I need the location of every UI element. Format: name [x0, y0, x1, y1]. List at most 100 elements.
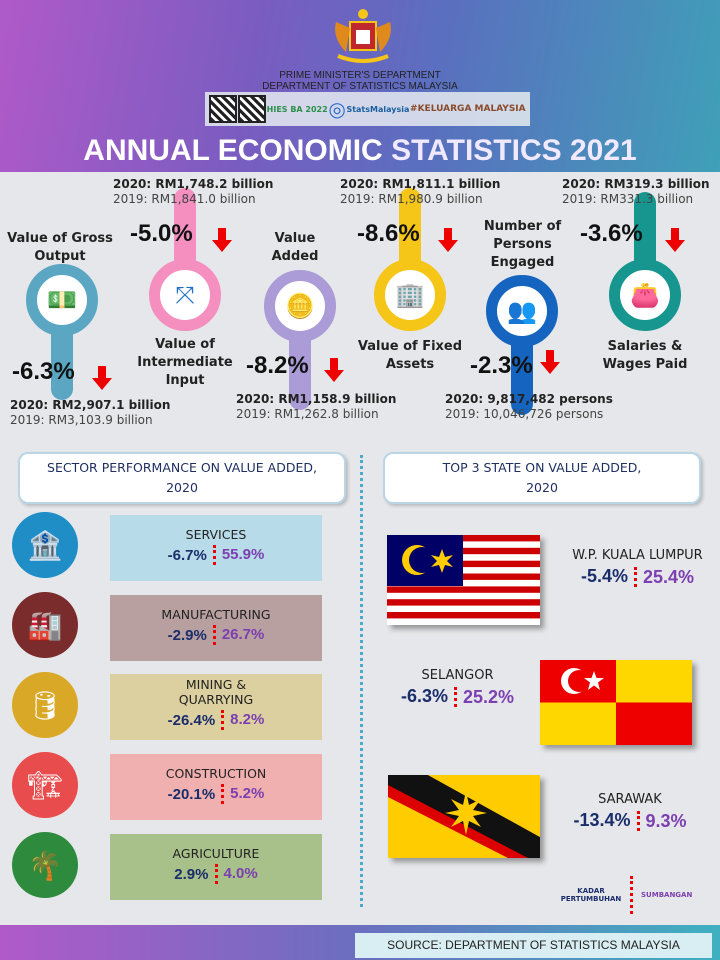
state-sarawak: SARAWAK -13.4% 9.3%: [560, 792, 700, 831]
section-divider: [360, 455, 363, 907]
state-name: W.P. KUALA LUMPUR: [572, 548, 703, 563]
legend-separator: [630, 876, 633, 914]
value-2020: 2020: RM2,907.1 billion: [10, 398, 171, 412]
sector-share: 4.0%: [214, 864, 258, 884]
state-title: TOP 3 STATE ON VALUE ADDED,: [442, 460, 642, 475]
factory-icon: 🏭: [12, 592, 78, 658]
sector-row-construction: CONSTRUCTION -20.1% 5.2%: [110, 754, 322, 820]
state-share: 25.2%: [453, 686, 514, 707]
down-arrow-icon: [438, 228, 458, 252]
indicator-label: Value Added: [271, 231, 319, 264]
source-note: SOURCE: DEPARTMENT OF STATISTICS MALAYSI…: [355, 933, 712, 958]
palm-tree-icon: 🌴: [12, 832, 78, 898]
title-part-1: ANNUAL ECONOMIC: [83, 134, 383, 167]
sector-row-agriculture: AGRICULTURE 2.9% 4.0%: [110, 834, 322, 900]
sector-name: MINING & QUARRYING: [178, 677, 254, 707]
title-part-2: STATISTICS 2021: [391, 134, 637, 167]
sector-name: CONSTRUCTION: [165, 766, 267, 781]
down-arrow-icon: [324, 358, 344, 382]
value-2019: 2019: RM1,262.8 billion: [236, 407, 379, 421]
down-arrow-icon: [540, 350, 560, 374]
services-icon: 🏦: [12, 512, 78, 578]
state-section-title: TOP 3 STATE ON VALUE ADDED, 2020: [383, 452, 701, 504]
malaysia-coat-of-arms-icon: [335, 9, 391, 63]
indicator-label: Value of Intermediate Input: [137, 337, 233, 388]
selangor-flag-icon: [540, 660, 692, 745]
state-growth: -13.4%: [573, 810, 631, 830]
state-share: 25.4%: [633, 566, 694, 587]
state-year: 2020: [526, 480, 558, 495]
indicator-change: -2.3%: [470, 352, 533, 379]
statsmalaysia-logo: StatsMalaysia: [346, 104, 410, 114]
indicator-label: Salaries & Wages Paid: [602, 339, 688, 372]
value-2020: 2020: RM319.3 billion: [562, 177, 710, 191]
sector-share: 5.2%: [221, 784, 264, 804]
state-kuala-lumpur: W.P. KUALA LUMPUR -5.4% 25.4%: [555, 548, 720, 587]
malaysia-flag-icon: [387, 535, 540, 625]
down-arrow-icon: [212, 228, 232, 252]
value-2019: 2019: RM331.3 billion: [562, 192, 694, 206]
legend-growth: KADAR PERTUMBUHAN: [560, 887, 622, 903]
sector-row-mining: MINING & QUARRYING -26.4% 8.2%: [110, 674, 322, 740]
indicator-change: -8.6%: [357, 220, 420, 247]
sector-growth: -2.9%: [167, 626, 207, 644]
indicator-values: 2020: RM1,748.2 billion 2019: RM1,841.0 b…: [113, 177, 273, 207]
legend: KADAR PERTUMBUHAN SUMBANGAN: [560, 875, 710, 915]
org-line-1: PRIME MINISTER'S DEPARTMENT: [279, 70, 441, 81]
indicator-values: 2020: 9,817,482 persons 2019: 10,046,726 …: [445, 392, 613, 422]
sector-growth: 2.9%: [174, 865, 209, 883]
org-line-2: DEPARTMENT OF STATISTICS MALAYSIA: [262, 81, 458, 92]
down-arrow-icon: [92, 366, 112, 390]
magnifier-handle: [511, 330, 533, 415]
state-name: SARAWAK: [598, 792, 662, 807]
sector-title: SECTOR PERFORMANCE ON VALUE ADDED,: [47, 460, 317, 475]
sector-row-manufacturing: MANUFACTURING -2.9% 26.7%: [110, 595, 322, 661]
page-title: ANNUAL ECONOMIC STATISTICS 2021: [20, 130, 700, 172]
keluarga-malaysia-logo: #KELUARGA MALAYSIA: [410, 104, 526, 114]
sarawak-flag-icon: [388, 775, 540, 858]
sector-growth: -20.1%: [167, 785, 216, 803]
indicator-change: -6.3%: [12, 358, 75, 385]
down-arrow-icon: [665, 228, 685, 252]
qr-code-icon[interactable]: [209, 95, 238, 123]
state-growth: -5.4%: [580, 566, 628, 586]
value-2019: 2019: RM1,841.0 billion: [113, 192, 256, 206]
sector-name: SERVICES: [185, 527, 247, 542]
value-2020: 2020: 9,817,482 persons: [445, 392, 613, 406]
sector-growth: -26.4%: [167, 711, 216, 729]
value-2020: 2020: RM1,811.1 billion: [340, 177, 501, 191]
building-car-icon: 🏢: [374, 259, 446, 331]
indicator-values: 2020: RM2,907.1 billion 2019: RM3,103.9 b…: [10, 398, 170, 428]
indicator-label: Number of Persons Engaged: [483, 219, 562, 270]
crane-icon: 🏗: [12, 752, 78, 818]
value-2020: 2020: RM1,748.2 billion: [113, 177, 274, 191]
indicator-change: -3.6%: [580, 220, 643, 247]
hiesba-logo: HIES BA 2022: [266, 104, 328, 114]
coin-stacks-icon: 🪙: [264, 270, 336, 342]
sector-name: MANUFACTURING: [161, 607, 271, 622]
indicator-values: 2020: RM1,158.9 billion 2019: RM1,262.8 b…: [236, 392, 396, 422]
indicator-values: 2020: RM1,811.1 billion 2019: RM1,980.9 b…: [340, 177, 500, 207]
sector-section-title: SECTOR PERFORMANCE ON VALUE ADDED, 2020: [18, 452, 346, 504]
qr-code-icon[interactable]: [237, 95, 266, 123]
logo-strip: HIES BA 2022 ◎ StatsMalaysia #KELUARGA M…: [205, 92, 530, 126]
state-name: SELANGOR: [421, 668, 494, 683]
sector-share: 55.9%: [212, 545, 264, 565]
magnifier-handle: [289, 320, 311, 410]
magnifier-handle: [51, 320, 73, 400]
state-selangor: SELANGOR -6.3% 25.2%: [390, 668, 525, 707]
value-2020: 2020: RM1,158.9 billion: [236, 392, 397, 406]
sdg-wheel-icon: ◎: [328, 97, 346, 121]
oil-rig-icon: 🛢: [12, 672, 78, 738]
people-group-icon: 👥: [486, 275, 558, 347]
value-2019: 2019: RM3,103.9 billion: [10, 413, 153, 427]
sector-name: AGRICULTURE: [172, 846, 260, 861]
sector-share: 26.7%: [212, 625, 264, 645]
indicator-change: -5.0%: [130, 220, 193, 247]
wallet-money-icon: 👛: [609, 259, 681, 331]
indicator-label: Value of Fixed Assets: [357, 339, 463, 372]
sector-year: 2020: [166, 480, 198, 495]
indicator-change: -8.2%: [246, 352, 309, 379]
distribute-arrows-icon: ⤧: [149, 259, 221, 331]
legend-share: SUMBANGAN: [641, 891, 693, 899]
